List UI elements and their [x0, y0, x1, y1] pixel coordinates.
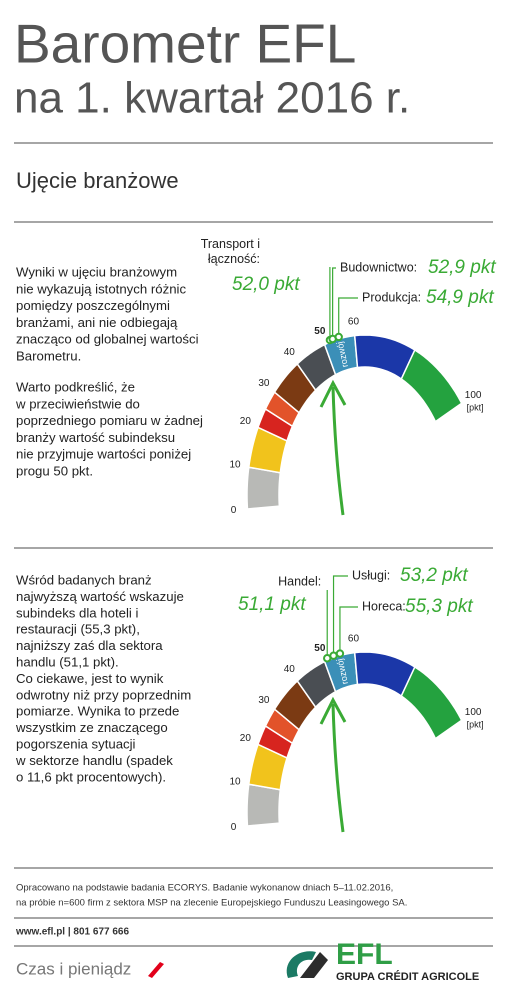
- paragraph-line: odwrotny niż przy poprzednim: [16, 687, 191, 702]
- contact: www.efl.pl | 801 677 666: [15, 927, 129, 938]
- tick-label: 0: [231, 505, 237, 516]
- series-name: Transport i łączność:: [200, 237, 260, 266]
- logo-subtitle: GRUPA CRÉDIT AGRICOLE: [336, 970, 479, 983]
- gauge-band: [400, 348, 463, 423]
- section-title: Ujęcie branżowe: [16, 168, 179, 193]
- paragraph-line: pogorszenia sytuacji: [16, 736, 136, 751]
- tick-label: 0: [231, 822, 237, 833]
- paragraph-line: Wyniki w ujęciu branżowym: [16, 264, 177, 279]
- paragraph-line: nie wykazują istotnych różnic: [16, 281, 186, 296]
- tick-label: 50: [314, 326, 326, 337]
- value-dot: [335, 649, 345, 658]
- axis-unit: [pkt]: [467, 403, 484, 413]
- arrow-head: [319, 696, 347, 725]
- ca-logo: [286, 951, 328, 978]
- gauge-band: [246, 466, 282, 510]
- value-label: 51,1 pkt: [238, 594, 306, 615]
- label-box: Transport i łączność:: [200, 237, 260, 266]
- tick-label: 100: [465, 707, 482, 718]
- slogan: Czas i pieniądz: [16, 959, 131, 978]
- series-name: Handel:: [278, 574, 321, 588]
- title: Barometr EFL: [14, 13, 356, 75]
- paragraph-line: najniższy zaś dla sektora: [16, 638, 163, 653]
- arrow-head: [319, 379, 347, 408]
- slogan-mark: [148, 962, 164, 978]
- gauge-band: [246, 783, 282, 827]
- paragraph-line: o 11,6 pkt procentowych).: [16, 769, 166, 784]
- leader-line: [332, 575, 348, 656]
- subtitle: na 1. kwartał 2016 r.: [14, 74, 410, 123]
- tick-label: 60: [348, 633, 360, 644]
- leader-line: [338, 297, 358, 337]
- leader-line: [339, 606, 358, 654]
- paragraph-line: w przeciwieństwie do: [15, 396, 140, 411]
- paragraph-line: progu 50 pkt.: [16, 463, 93, 478]
- paragraph-line: Barometru.: [16, 348, 81, 363]
- gauge-band: [400, 665, 463, 740]
- paragraph-line: poprzedniego pomiaru w żadnej: [16, 413, 203, 428]
- tick-label: 30: [258, 378, 270, 389]
- tick-label: 10: [229, 776, 241, 787]
- value-label: 52,9 pkt: [428, 257, 496, 278]
- logo: EFL: [336, 938, 393, 971]
- arrow: [331, 386, 345, 516]
- paragraph-line: subindeks dla hoteli i: [16, 605, 138, 620]
- footnote: na próbie n=600 firm z sektora MSP na zl…: [16, 898, 407, 909]
- axis-unit: [pkt]: [467, 720, 484, 730]
- arrow: [331, 703, 345, 833]
- paragraph-line: najwyższą wartość wskazuje: [16, 589, 184, 604]
- tick-label: 60: [348, 316, 360, 327]
- paragraph-line: Wśród badanych branż: [16, 572, 152, 587]
- series-name: Usługi:: [352, 568, 390, 582]
- series-name: Produkcja:: [362, 290, 421, 304]
- paragraph-line: branży wartość subindeksu: [16, 430, 175, 445]
- paragraph-line: wszystkim ze znaczącego: [15, 720, 168, 735]
- paragraph-line: Co ciekawe, jest to wynik: [16, 671, 164, 686]
- series-name: Budownictwo:: [340, 260, 417, 274]
- tick-label: 20: [240, 733, 252, 744]
- paragraph-line: znacząco od globalnej wartości: [16, 332, 199, 347]
- value-dot: [334, 332, 343, 342]
- footnote: Opracowano na podstawie badania ECORYS. …: [16, 883, 393, 894]
- paragraph-line: restauracji (55,3 pkt),: [16, 622, 140, 637]
- tick-label: 40: [284, 347, 296, 358]
- value-label: 55,3 pkt: [405, 596, 473, 617]
- tick-label: 30: [258, 695, 270, 706]
- tick-label: 40: [284, 664, 296, 675]
- paragraph-line: branżami, ani nie odbiegają: [16, 315, 178, 330]
- value-label: 52,0 pkt: [232, 274, 300, 295]
- series-name: Horeca:: [362, 599, 406, 613]
- tick-label: 20: [240, 416, 252, 427]
- paragraph-line: handlu (51,1 pkt).: [16, 654, 119, 669]
- paragraph-line: pomiędzy poszczególnymi: [16, 298, 170, 313]
- tick-label: 100: [465, 390, 482, 401]
- leader-line: [332, 267, 336, 340]
- tick-label: 10: [229, 459, 241, 470]
- paragraph-line: nie przyjmuje wartości poniżej: [16, 447, 191, 462]
- paragraph-line: Warto podkreślić, że: [16, 379, 135, 394]
- paragraph-line: pomiarze. Wynika to przede: [16, 704, 179, 719]
- tick-label: 50: [314, 643, 326, 654]
- value-label: 53,2 pkt: [400, 565, 468, 586]
- value-label: 54,9 pkt: [426, 287, 494, 308]
- paragraph-line: w sektorze handlu (spadek: [15, 753, 173, 768]
